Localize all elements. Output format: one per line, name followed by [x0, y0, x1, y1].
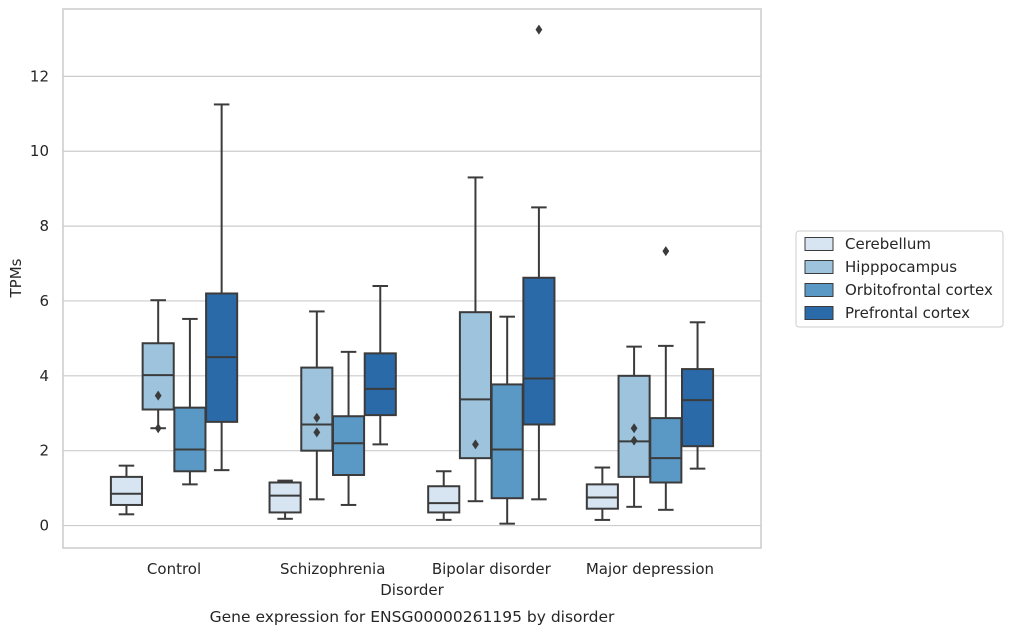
box-1-3 [617, 345, 651, 508]
x-tick-3: Major depression [586, 560, 714, 578]
legend-swatch [804, 237, 834, 251]
box-0-2 [427, 470, 461, 521]
box-3-1 [363, 284, 397, 446]
iqr-box [109, 475, 144, 506]
box-1-1 [300, 310, 334, 501]
chart-caption: Gene expression for ENSG00000261195 by d… [210, 608, 615, 626]
iqr-box [427, 485, 461, 514]
box-2-1 [331, 350, 366, 506]
plot-frame [62, 8, 762, 549]
iqr-box [490, 383, 524, 500]
outlier-0 [154, 423, 162, 434]
box-groups [109, 24, 715, 525]
legend-swatch [804, 260, 834, 274]
box-0-1 [268, 479, 302, 520]
box-3-0 [205, 103, 239, 472]
iqr-box [680, 368, 715, 448]
box-1-0 [141, 299, 175, 434]
legend-swatch [804, 283, 834, 297]
y-tick-12: 12 [30, 67, 49, 85]
iqr-box [141, 342, 175, 411]
x-tick-labels: Control Schizophrenia Bipolar disorder Majo… [147, 560, 714, 578]
y-axis-label: TPMs [7, 258, 25, 298]
legend-label: Orbitofrontal cortex [845, 281, 993, 299]
y-tick-labels: 0 2 4 6 8 10 12 [30, 67, 49, 534]
legend-frame [795, 230, 1004, 328]
iqr-box [649, 417, 683, 484]
box-3-2 [522, 24, 556, 501]
legend-item-2: Orbitofrontal cortex [804, 281, 993, 299]
iqr-box [300, 366, 334, 452]
outlier-0 [313, 427, 321, 438]
y-tick-0: 0 [39, 517, 49, 535]
y-tick-2: 2 [39, 442, 49, 460]
x-tick-2: Bipolar disorder [432, 560, 552, 578]
outlier-0 [662, 246, 670, 257]
box-1-2 [458, 176, 493, 503]
y-tick-4: 4 [39, 367, 49, 385]
outlier-0 [472, 439, 479, 450]
outlier-1 [154, 390, 162, 401]
y-tick-10: 10 [30, 142, 49, 160]
x-tick-0: Control [147, 560, 201, 578]
legend-item-1: Hipppocampus [804, 258, 957, 276]
legend: Cerebellum Hipppocampus Orbitofrontal cort… [795, 230, 1004, 328]
iqr-box [173, 406, 207, 473]
legend-item-0: Cerebellum [804, 235, 931, 253]
legend-label: Hipppocampus [845, 258, 957, 276]
y-tick-8: 8 [39, 217, 49, 235]
box-3-3 [680, 321, 715, 470]
iqr-box [331, 415, 366, 477]
box-0-0 [109, 464, 144, 516]
legend-items: Cerebellum Hipppocampus Orbitofrontal cort… [804, 235, 993, 322]
outlier-0 [535, 24, 543, 35]
iqr-box [363, 352, 397, 417]
box-2-3 [649, 246, 683, 511]
iqr-box [458, 311, 493, 460]
legend-label: Cerebellum [845, 235, 931, 253]
x-tick-1: Schizophrenia [280, 560, 385, 578]
outlier-1 [630, 423, 638, 434]
legend-item-3: Prefrontal cortex [804, 304, 970, 322]
iqr-box [268, 481, 302, 514]
box-2-2 [490, 315, 524, 525]
y-tick-6: 6 [39, 292, 49, 310]
outlier-0 [630, 435, 638, 446]
x-axis-label: Disorder [380, 581, 444, 599]
legend-swatch [804, 306, 834, 320]
iqr-box [522, 276, 556, 426]
box-2-0 [173, 317, 207, 486]
legend-label: Prefrontal cortex [845, 304, 970, 322]
box-0-3 [585, 466, 619, 521]
outlier-1 [313, 412, 321, 423]
